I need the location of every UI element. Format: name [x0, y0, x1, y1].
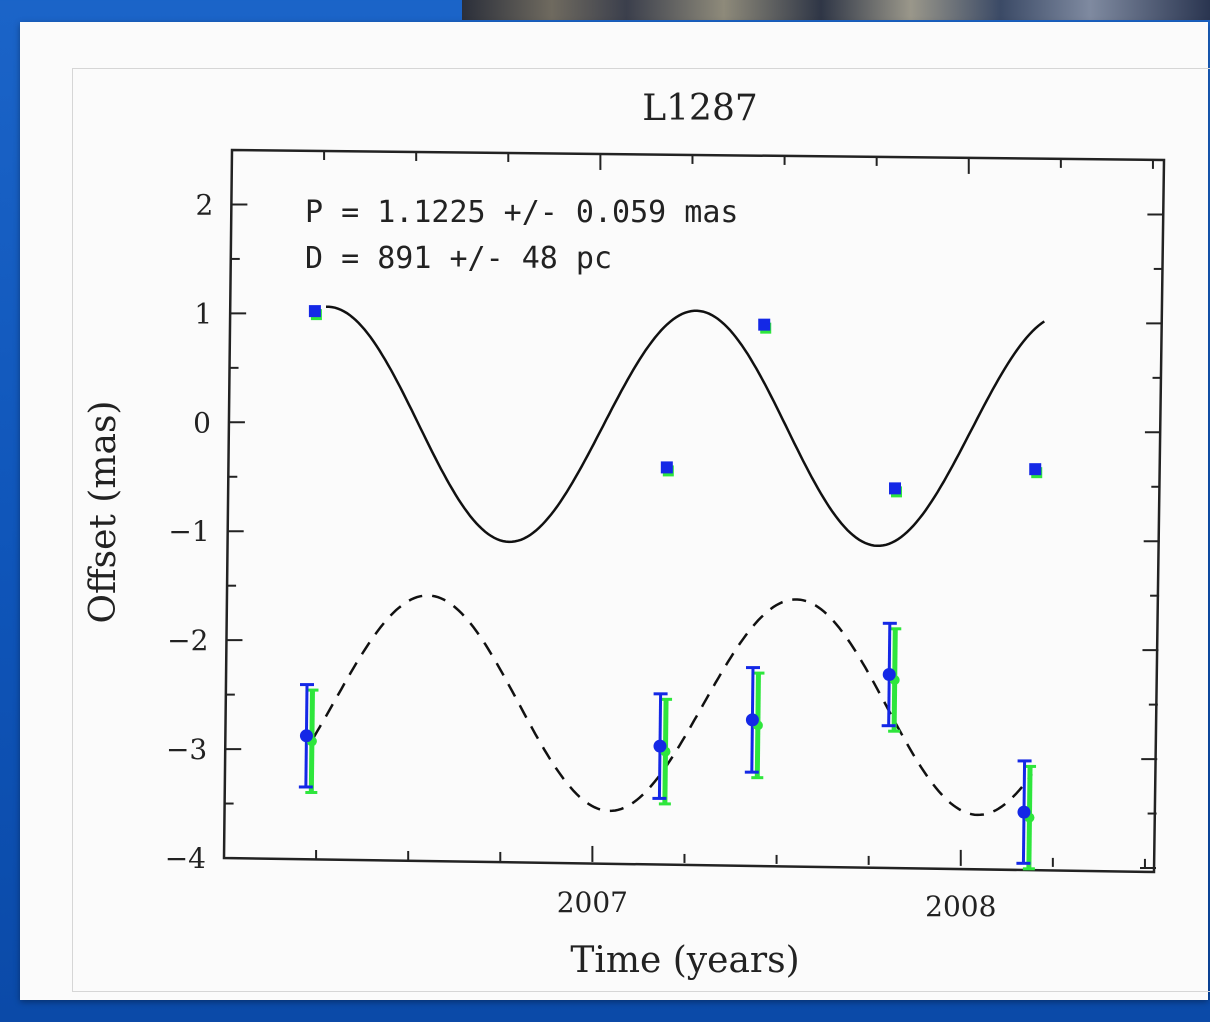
- y-tick-label: −3: [166, 733, 207, 766]
- annotation-parallax: P = 1.1225 +/- 0.059 mas: [305, 195, 738, 230]
- annotation-distance: D = 891 +/- 48 pc: [305, 241, 612, 276]
- data-point: [1029, 463, 1042, 476]
- plot-frame: [72, 68, 1210, 992]
- data-points: [298, 305, 1043, 871]
- data-point: [299, 729, 313, 743]
- parallax-chart: L1287 2 1 0 −1 −2 −3 −4 2007 2008 P = 1.1225 +/-…: [83, 88, 1166, 981]
- background-photo: [462, 0, 1210, 20]
- plot-area: [222, 148, 1166, 874]
- y-tick-label: 1: [194, 297, 212, 330]
- fit-curve-dashed: [312, 594, 1033, 817]
- y-tick-label: −4: [165, 842, 206, 875]
- data-point: [882, 667, 896, 681]
- x-tick-label: 2007: [557, 886, 628, 919]
- fit-curve-solid: [326, 305, 1046, 548]
- data-point: [758, 318, 771, 331]
- y-tick-label: 2: [196, 188, 214, 221]
- y-tick-label: 0: [193, 406, 211, 439]
- x-axis-title: Time (years): [570, 940, 799, 981]
- data-point: [1017, 805, 1031, 819]
- data-point: [660, 461, 673, 474]
- x-tick-label: 2008: [925, 890, 996, 923]
- y-tick-label: −1: [168, 515, 209, 548]
- axis-ticks: 2 1 0 −1 −2 −3 −4 2007 2008: [165, 149, 1164, 923]
- data-point: [889, 482, 902, 495]
- data-point: [745, 713, 759, 727]
- fit-curves: [312, 305, 1046, 817]
- data-point: [308, 305, 321, 318]
- y-tick-label: −2: [167, 624, 208, 657]
- figure-card: L1287 2 1 0 −1 −2 −3 −4 2007 2008 P = 1.1225 +/-…: [20, 22, 1210, 1000]
- y-axis-title: Offset (mas): [83, 401, 124, 624]
- chart-title: L1287: [642, 88, 758, 129]
- data-point: [653, 739, 667, 753]
- plot-border: [222, 148, 1166, 874]
